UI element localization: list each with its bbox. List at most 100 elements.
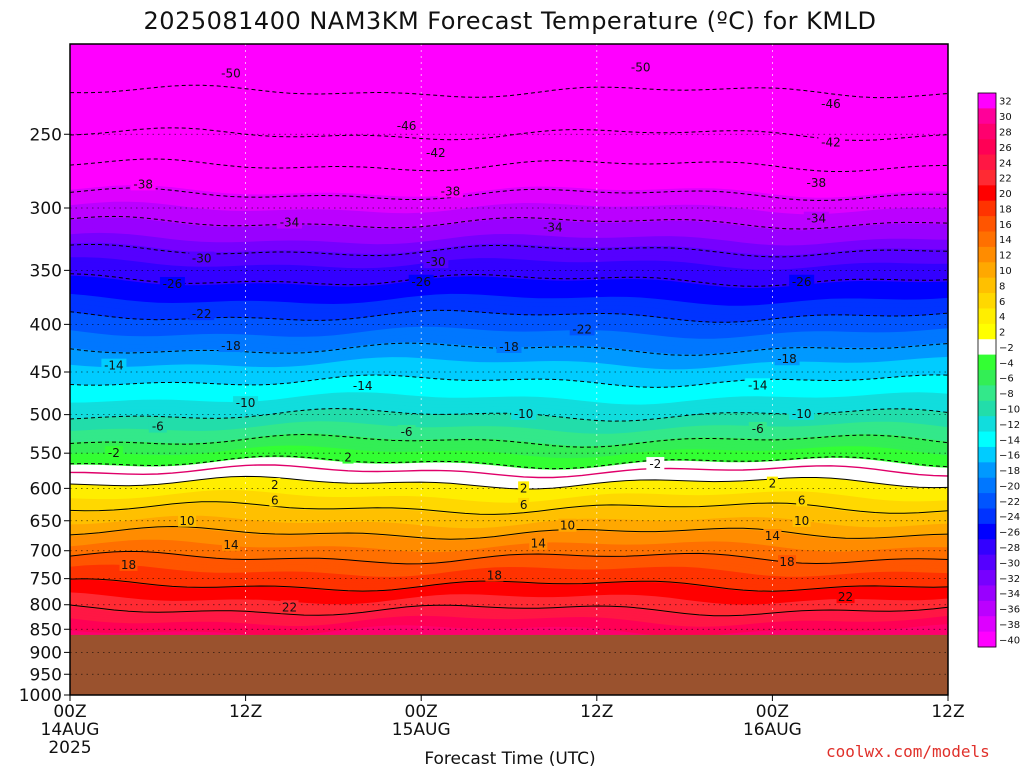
colorbar-label: −38 [999, 620, 1020, 631]
colorbar-swatch [978, 431, 996, 448]
ground-layer [70, 634, 948, 695]
colorbar-label: −12 [999, 420, 1020, 431]
contour-label-bg [540, 220, 566, 234]
colorbar-swatch [978, 385, 996, 402]
colorbar-swatch [978, 539, 996, 556]
colorbar-label: −6 [999, 374, 1014, 385]
contour-label-bg [818, 135, 844, 149]
contour-label: 10 [794, 514, 809, 528]
colorbar-swatch [978, 216, 996, 232]
contour-label: -2 [108, 446, 120, 460]
chart-title: 2025081400 NAM3KM Forecast Temperature (… [144, 7, 877, 35]
colorbar-label: −32 [999, 574, 1020, 585]
contour-label-bg [277, 215, 302, 229]
contour-label-bg [189, 251, 215, 265]
contour-label-bg [763, 529, 782, 543]
contour-label: 22 [282, 600, 297, 614]
contour-label: -6 [152, 420, 164, 434]
x-tick-label: 00Z [756, 702, 789, 722]
x-tick-year: 2025 [48, 738, 91, 758]
contour-label-bg [218, 66, 244, 80]
contour-label-bg [233, 396, 259, 410]
colorbar-label: −30 [999, 558, 1020, 569]
y-axis: 250 300 350 400 450 500 550 600 650 700 750 800 850 9… [19, 125, 70, 706]
y-tick-label: 500 [30, 406, 62, 426]
credit-link[interactable]: coolwx.com/models [826, 742, 990, 761]
colorbar-swatch [978, 185, 996, 202]
colorbar-label: −14 [999, 435, 1020, 446]
colorbar-label: 6 [999, 297, 1005, 308]
contour-label-bg [269, 493, 281, 507]
y-tick-label: 750 [30, 570, 62, 590]
contour-label-bg [803, 211, 829, 225]
grid [69, 44, 949, 696]
contour-label-bg [350, 379, 376, 393]
colorbar-swatch [978, 446, 996, 463]
contour-label-bg [101, 358, 127, 372]
colorbar-label: 30 [999, 112, 1012, 123]
contour-label: -14 [353, 379, 373, 393]
colorbar-swatch [978, 493, 996, 509]
contour-label-bg [485, 568, 504, 582]
contour-label-bg [774, 352, 800, 366]
colorbar-swatch [978, 262, 996, 279]
contour-label: 10 [560, 519, 575, 533]
y-tick-label: 900 [30, 643, 62, 663]
x-tick-label: 12Z [931, 702, 964, 722]
contour-label: 18 [779, 555, 794, 569]
contour-label: 6 [520, 498, 528, 512]
contour-label-bg [148, 419, 167, 433]
contour-label: 14 [531, 537, 546, 551]
colorbar-label: −24 [999, 512, 1020, 523]
freezing-line [69, 464, 949, 479]
colorbar-swatch [978, 508, 996, 525]
contour-label: -46 [821, 97, 841, 111]
contour-label-bg [778, 555, 797, 569]
colorbar-label: 24 [999, 158, 1012, 169]
colorbar-label: −18 [999, 466, 1020, 477]
contour-label-bg [518, 481, 530, 495]
colorbar-swatch [978, 600, 996, 617]
contour-label: -10 [792, 407, 812, 421]
x-tick-label: 12Z [580, 702, 613, 722]
contour-label: -42 [426, 146, 446, 160]
contour-label: -10 [514, 407, 534, 421]
contour-label: -26 [163, 277, 183, 291]
contour-line [69, 578, 949, 592]
contour-label: 10 [179, 514, 194, 528]
y-tick-label: 700 [30, 542, 62, 562]
colorbar-swatch [978, 123, 996, 140]
contour-label: -6 [752, 422, 764, 436]
colorbar-label: 32 [999, 97, 1012, 108]
y-tick-label: 1000 [19, 686, 62, 706]
contour-label: -34 [280, 216, 300, 230]
contour-label-bg [221, 537, 240, 551]
colorbar-swatch [978, 416, 996, 433]
contour-label: -10 [236, 396, 256, 410]
contour-label-bg [628, 60, 654, 74]
colorbar-label: −34 [999, 589, 1020, 600]
contour-label-bg [569, 322, 595, 336]
contour-line [69, 525, 949, 540]
y-tick-label: 600 [30, 479, 62, 499]
colorbar-label: 8 [999, 281, 1005, 292]
contour-label: 2 [271, 478, 279, 492]
colorbar-swatch [978, 108, 996, 125]
plot-frame [69, 43, 949, 696]
contour-label-bg [437, 184, 463, 198]
colorbar-label: −22 [999, 497, 1020, 508]
colorbar-label: −16 [999, 451, 1020, 462]
contour-label: 2 [769, 477, 777, 491]
contour-label-bg [796, 493, 808, 507]
contour-label: -50 [221, 66, 241, 80]
colorbar-swatch [978, 93, 996, 109]
contour-label: -6 [401, 425, 413, 439]
contour-label: -30 [192, 252, 212, 266]
contour-label: -34 [543, 221, 563, 235]
contour-label: 2 [520, 481, 528, 495]
contour-label-bg [269, 477, 281, 491]
contour-line [69, 604, 949, 617]
colorbar-swatch [978, 246, 996, 263]
contour-label: -18 [221, 339, 241, 353]
